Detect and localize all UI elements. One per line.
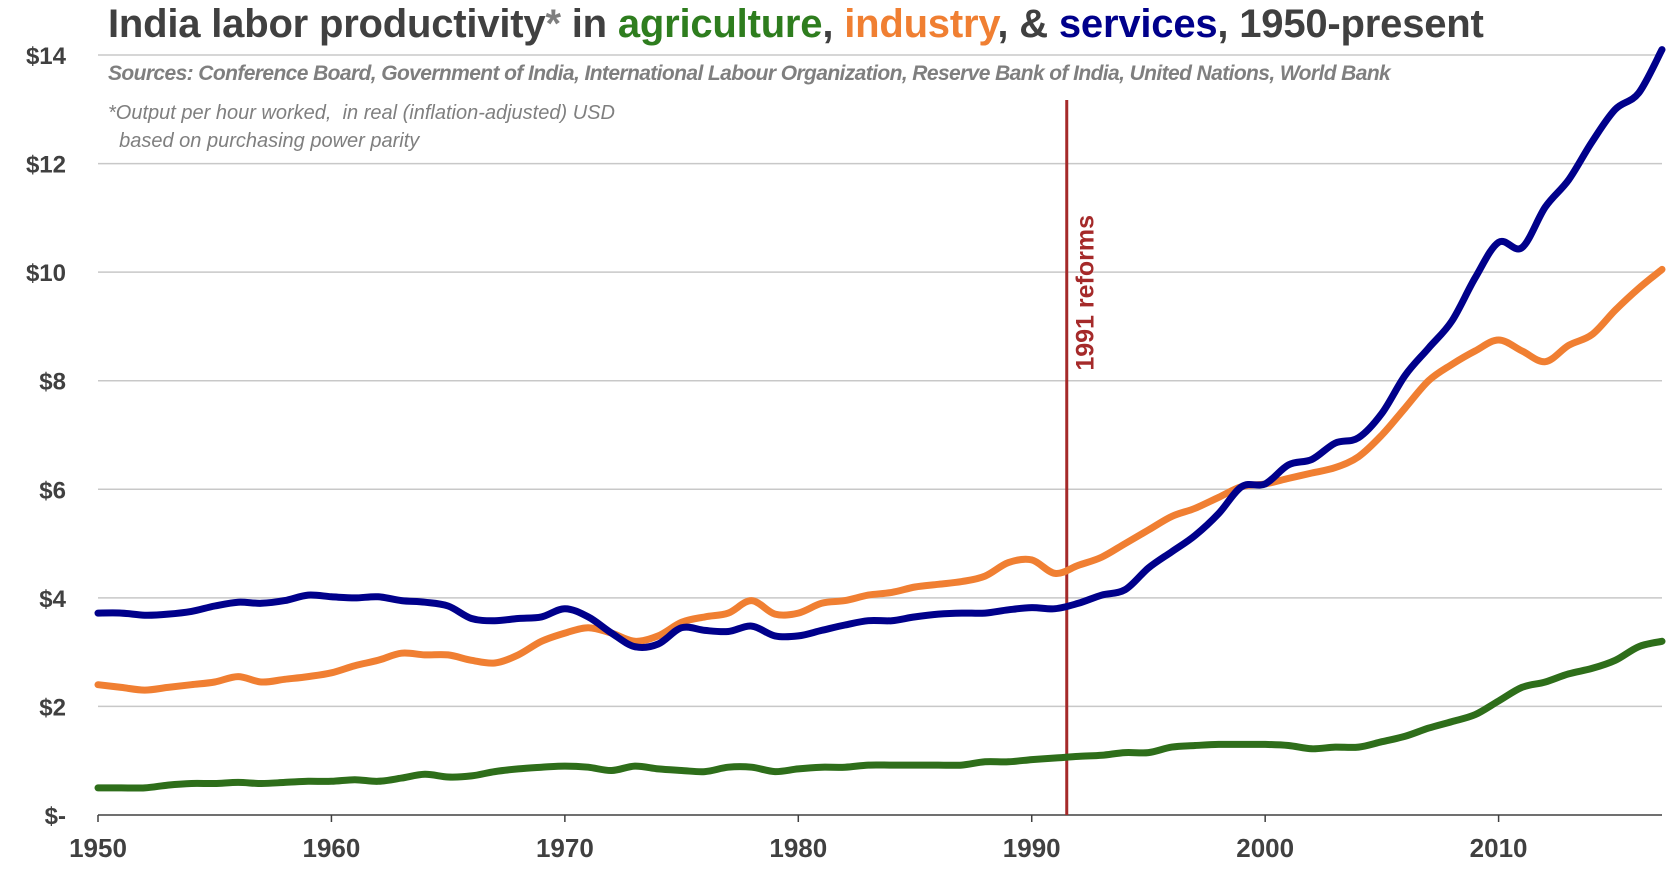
title-agriculture: agriculture	[617, 2, 823, 46]
series-lines	[94, 46, 1666, 792]
x-tick-label: 1990	[1003, 833, 1061, 863]
y-tick-label: $6	[39, 477, 66, 504]
x-tick-label: 2000	[1236, 833, 1294, 863]
y-tick-label: $14	[26, 43, 67, 70]
reform-annotation: 1991 reforms	[1065, 100, 1100, 815]
title-suffix: , 1950-present	[1217, 2, 1484, 46]
title-in: in	[560, 2, 618, 46]
title-comma: ,	[822, 2, 845, 46]
reform-label: 1991 reforms	[1072, 215, 1100, 371]
sources-note: Sources: Conference Board, Government of…	[108, 62, 1391, 85]
footnote: *Output per hour worked, in real (inflat…	[108, 102, 615, 152]
title-star: *	[545, 2, 561, 46]
y-tick-label: $8	[39, 369, 66, 396]
y-tick-label: $12	[26, 152, 66, 179]
x-tick-label: 1980	[769, 833, 827, 863]
y-tick-label: $4	[39, 586, 66, 613]
x-tick-label: 2010	[1470, 833, 1528, 863]
industry-line	[94, 265, 1666, 694]
title-industry: industry	[844, 2, 998, 46]
services-line	[94, 46, 1666, 651]
title-amp: , &	[997, 2, 1059, 46]
x-tick-label: 1970	[536, 833, 594, 863]
x-axis: 1950 1960 1970 1980 1990 2000 2010	[69, 814, 1662, 863]
title-prefix: India labor productivity	[108, 2, 546, 46]
y-tick-label: $2	[39, 694, 66, 721]
title-services: services	[1058, 2, 1218, 46]
y-tick-label: $-	[45, 803, 66, 830]
x-tick-label: 1950	[69, 833, 127, 863]
agriculture-line	[94, 637, 1666, 792]
y-tick-label: $10	[26, 260, 66, 287]
chart-title: India labor productivity* in agriculture…	[108, 2, 1484, 47]
y-axis: $- $2 $4 $6 $8 $10 $12 $14	[26, 43, 67, 830]
x-tick-label: 1960	[303, 833, 361, 863]
